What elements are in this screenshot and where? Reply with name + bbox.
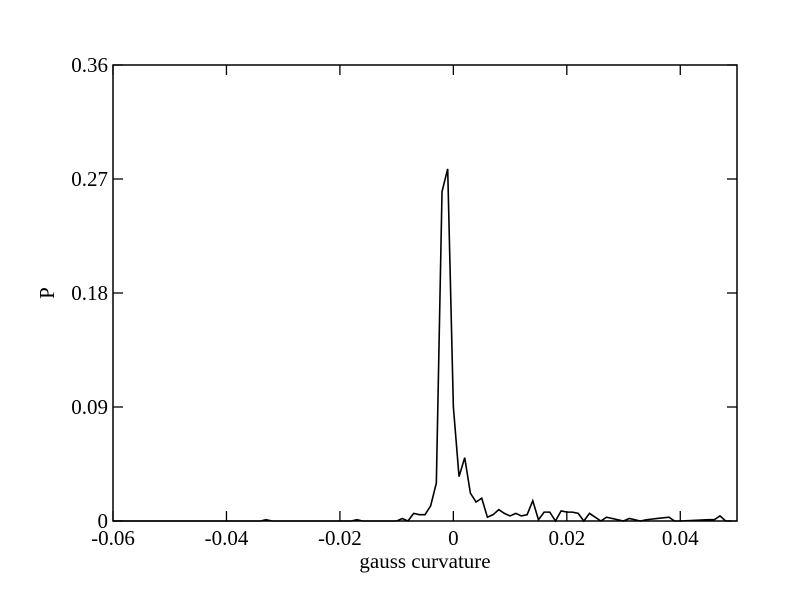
y-axis-label: P — [35, 287, 59, 299]
x-tick-label: -0.04 — [205, 526, 249, 550]
data-line — [113, 168, 732, 523]
plot-frame — [112, 64, 738, 522]
x-tick-label: -0.02 — [318, 526, 362, 550]
x-tick-label: 0 — [448, 526, 459, 550]
y-tick-label: 0 — [98, 509, 109, 533]
x-tick-label: -0.06 — [91, 526, 135, 550]
x-tick-label: 0.04 — [662, 526, 699, 550]
y-tick-label: 0.27 — [71, 167, 108, 191]
y-tick-label: 0.36 — [71, 53, 108, 77]
x-axis-label: gauss curvature — [359, 549, 490, 573]
y-tick-label: 0.09 — [71, 395, 108, 419]
x-tick-label: 0.02 — [548, 526, 585, 550]
y-tick-label: 0.18 — [71, 281, 108, 305]
